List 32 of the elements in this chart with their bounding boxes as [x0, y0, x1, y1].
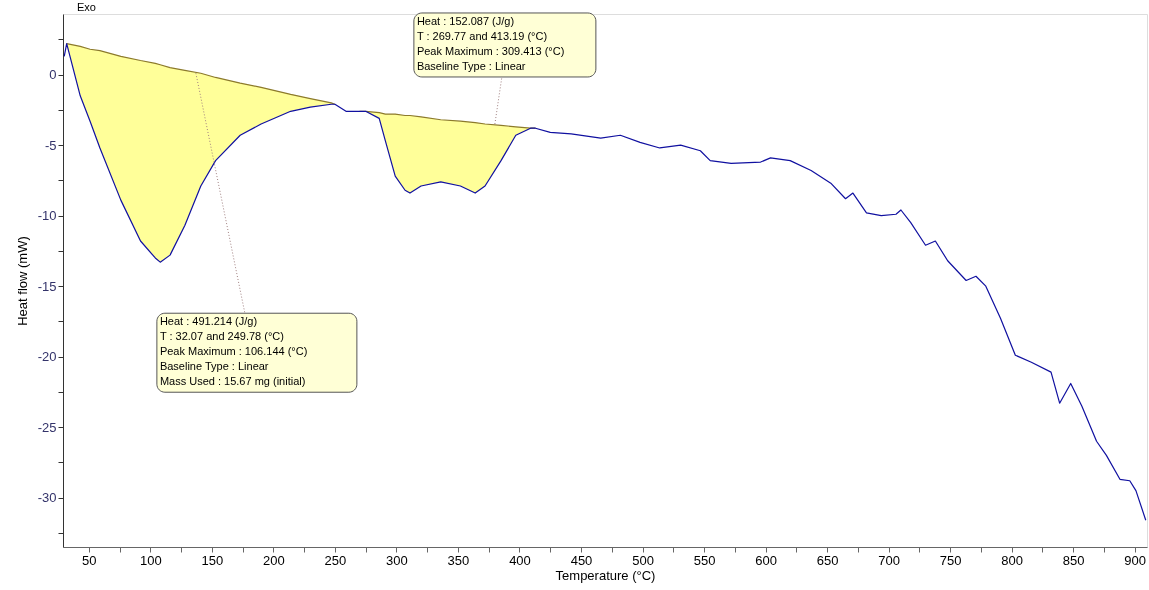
x-tick-label: 700 [878, 552, 900, 568]
y-tick-label: -20 [37, 349, 57, 365]
y-tick-label: -15 [37, 278, 57, 294]
x-tick-label: 750 [939, 552, 962, 568]
x-tick-label: 850 [1062, 552, 1085, 568]
annotation: Heat : 491.214 (J/g) T : 32.07 and 249.78 (°C) Peak Maximum : 106.144 (°C) Baseline Type : Linear Mass Used : 15.67 mg (initial) [159, 315, 308, 388]
x-tick-label: 550 [693, 552, 716, 568]
y-tick-label: -30 [37, 490, 57, 506]
x-axis-title: Temperature (°C) [555, 567, 656, 583]
x-tick-label: 900 [1124, 552, 1147, 568]
x-tick-label: 250 [324, 552, 347, 568]
x-tick-label: 450 [570, 552, 593, 568]
y-tick-label: -5 [44, 137, 57, 153]
y-tick-label: -10 [37, 208, 57, 224]
x-tick-label: 100 [140, 552, 162, 568]
x-tick-label: 800 [1001, 552, 1024, 568]
x-tick-label: 600 [755, 552, 777, 568]
x-tick-label: 200 [263, 552, 285, 568]
x-tick-label: 500 [632, 552, 654, 568]
x-tick-label: 50 [82, 552, 97, 568]
text: Exo [77, 1, 96, 13]
line-series [66, 43, 336, 105]
x-tick-label: 150 [201, 552, 224, 568]
x-tick-label: 300 [386, 552, 408, 568]
line-series [63, 43, 1147, 521]
x-tick-label: 350 [447, 552, 470, 568]
y-tick-label: -25 [37, 419, 57, 435]
y-tick-label: 0 [49, 67, 57, 83]
x-tick-label: 400 [509, 552, 531, 568]
y-axis-title: Heat flow (mW) [14, 236, 30, 326]
annotation: Heat : 152.087 (J/g) T : 269.77 and 413.19 (°C) Peak Maximum : 309.413 (°C) Baseline Type : Linear [416, 14, 565, 72]
x-tick-label: 650 [816, 552, 839, 568]
